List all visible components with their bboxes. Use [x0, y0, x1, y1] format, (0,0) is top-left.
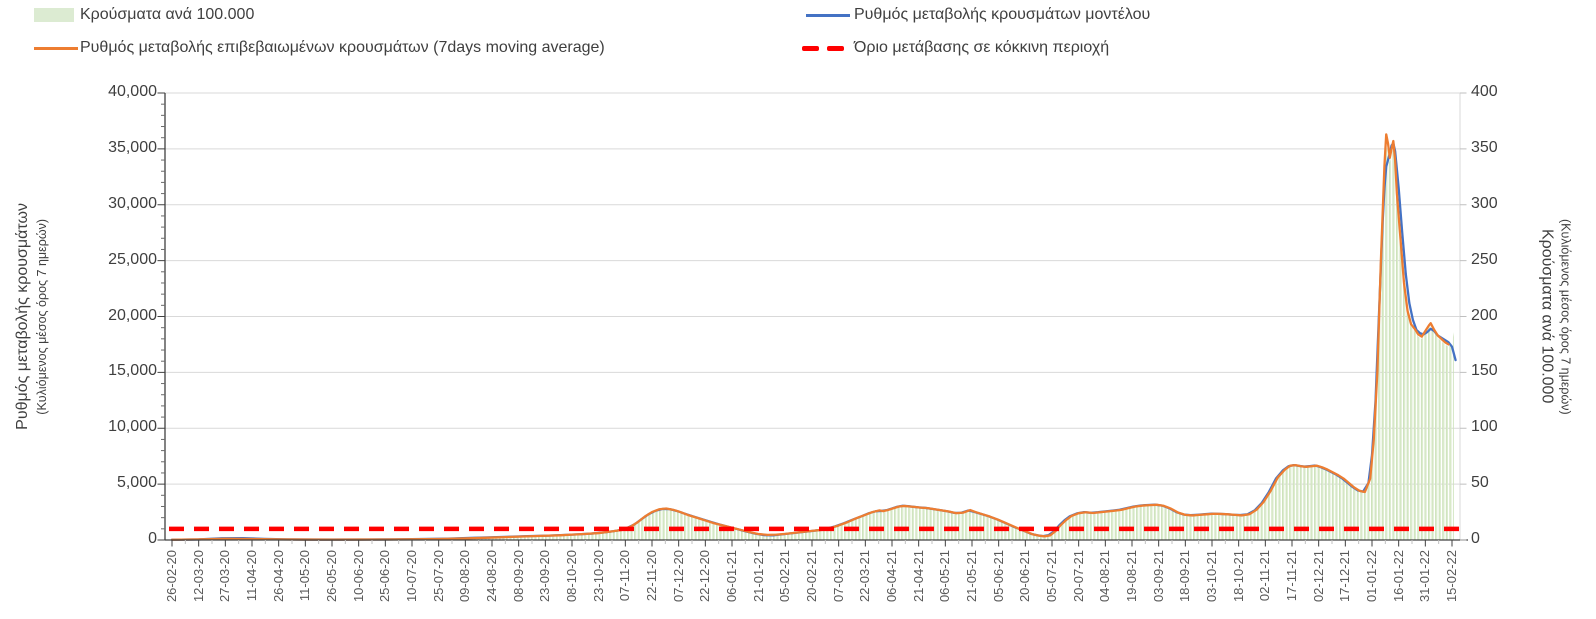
x-tick-label: 04-08-21: [1097, 550, 1113, 603]
y-left-tick-label: 20,000: [108, 306, 157, 324]
y-right-tick-label: 50: [1471, 474, 1489, 492]
x-tick-label: 20-06-21: [1017, 550, 1033, 603]
x-tick-label: 03-10-21: [1204, 550, 1219, 603]
x-tick-label: 06-01-21: [724, 550, 739, 603]
x-tick-label: 26-05-20: [324, 550, 339, 603]
x-tick-label: 05-06-21: [990, 550, 1006, 603]
x-tick-label: 21-05-21: [964, 550, 979, 603]
x-tick-label: 21-04-21: [910, 550, 926, 603]
y-right-tick-label: 350: [1471, 138, 1498, 156]
x-tick-label: 11-05-20: [297, 550, 313, 602]
x-tick-label: 17-11-21: [1284, 550, 1299, 602]
x-tick-label: 26-02-20: [164, 550, 179, 603]
x-tick-label: 10-07-20: [404, 550, 419, 603]
y-left-tick-label: 15,000: [108, 362, 157, 380]
x-tick-label: 02-11-21: [1257, 550, 1273, 602]
x-tick-label: 18-09-21: [1177, 550, 1193, 603]
right-axis-subtitle: (Κυλιόμενος μέσος όρος 7 ημερών): [1558, 218, 1573, 415]
x-tick-label: 02-12-21: [1310, 550, 1326, 603]
x-tick-label: 09-08-20: [457, 550, 473, 603]
y-left-tick-label: 10,000: [108, 418, 157, 436]
y-right-tick-label: 200: [1471, 306, 1498, 324]
legend-label-confirmed-rate: Ρυθμός μεταβολής επιβεβαιωμένων κρουσμάτ…: [80, 39, 605, 56]
x-tick-label: 22-12-20: [697, 550, 713, 603]
x-tick-label: 23-10-20: [590, 550, 606, 603]
x-tick-label: 23-09-20: [537, 550, 553, 603]
x-tick-label: 21-01-21: [750, 550, 766, 603]
x-tick-label: 25-07-20: [430, 550, 446, 603]
right-axis-title-group: Κρούσματα ανά 100.000 (Κυλιόμενος μέσος …: [1526, 93, 1584, 540]
legend-label-model-rate: Ρυθμός μεταβολής κρουσμάτων μοντέλου: [854, 6, 1151, 23]
x-tick-label: 10-06-20: [350, 550, 366, 603]
legend-label-cases-per-100k: Κρούσματα ανά 100.000: [80, 6, 255, 23]
x-tick-label: 24-08-20: [484, 550, 499, 603]
right-axis-title: Κρούσματα ανά 100.000: [1538, 229, 1556, 404]
x-tick-label: 26-04-20: [270, 550, 286, 603]
x-tick-label: 31-01-22: [1417, 550, 1433, 603]
x-tick-label: 19-08-21: [1124, 550, 1139, 603]
x-tick-label: 18-10-21: [1230, 550, 1246, 603]
y-left-tick-label: 35,000: [108, 138, 157, 156]
x-tick-label: 07-03-21: [830, 550, 846, 603]
x-tick-label: 15-02-22: [1444, 550, 1459, 603]
x-tick-label: 11-04-20: [244, 550, 259, 602]
x-tick-label: 05-02-21: [777, 550, 793, 603]
x-tick-label: 22-03-21: [857, 550, 873, 603]
x-tick-label: 06-04-21: [884, 550, 899, 603]
y-right-tick-label: 150: [1471, 362, 1498, 380]
y-right-tick-label: 0: [1471, 530, 1480, 547]
x-tick-label: 16-01-22: [1390, 550, 1406, 603]
y-right-tick-label: 400: [1471, 83, 1498, 100]
legend-swatch-cases-area: [34, 8, 74, 22]
x-tick-label: 25-06-20: [377, 550, 393, 603]
legend-swatch-threshold-dash: [802, 46, 819, 51]
x-tick-label: 27-03-20: [217, 550, 233, 603]
x-tick-label: 07-11-20: [617, 550, 633, 602]
y-left-tick-label: 5,000: [116, 474, 157, 492]
y-left-tick-label: 25,000: [108, 250, 157, 268]
x-tick-label: 12-03-20: [190, 550, 206, 603]
legend-label-red-zone-threshold: Όριο μετάβασης σε κόκκινη περιοχή: [854, 39, 1110, 56]
x-tick-label: 08-10-20: [564, 550, 579, 603]
x-tick-label: 22-11-20: [644, 550, 659, 602]
y-left-tick-label: 0: [148, 530, 157, 547]
x-tick-label: 01-01-22: [1364, 550, 1379, 603]
legend-swatch-threshold-dash: [827, 46, 844, 51]
y-left-tick-label: 40,000: [108, 83, 157, 100]
x-tick-label: 06-05-21: [937, 550, 953, 603]
y-right-tick-label: 100: [1471, 418, 1498, 436]
y-right-tick-label: 250: [1471, 250, 1498, 268]
legend-swatch-confirmed-line: [34, 47, 78, 50]
x-tick-label: 20-02-21: [804, 550, 819, 603]
x-tick-label: 20-07-21: [1070, 550, 1086, 603]
x-tick-label: 05-07-21: [1044, 550, 1059, 603]
x-tick-label: 07-12-20: [670, 550, 686, 603]
x-tick-label: 08-09-20: [510, 550, 526, 603]
legend-swatch-model-line: [806, 14, 850, 17]
y-left-tick-label: 30,000: [108, 194, 157, 212]
y-right-tick-label: 300: [1471, 194, 1498, 212]
x-tick-label: 17-12-21: [1337, 550, 1353, 603]
x-tick-label: 03-09-21: [1150, 550, 1166, 603]
